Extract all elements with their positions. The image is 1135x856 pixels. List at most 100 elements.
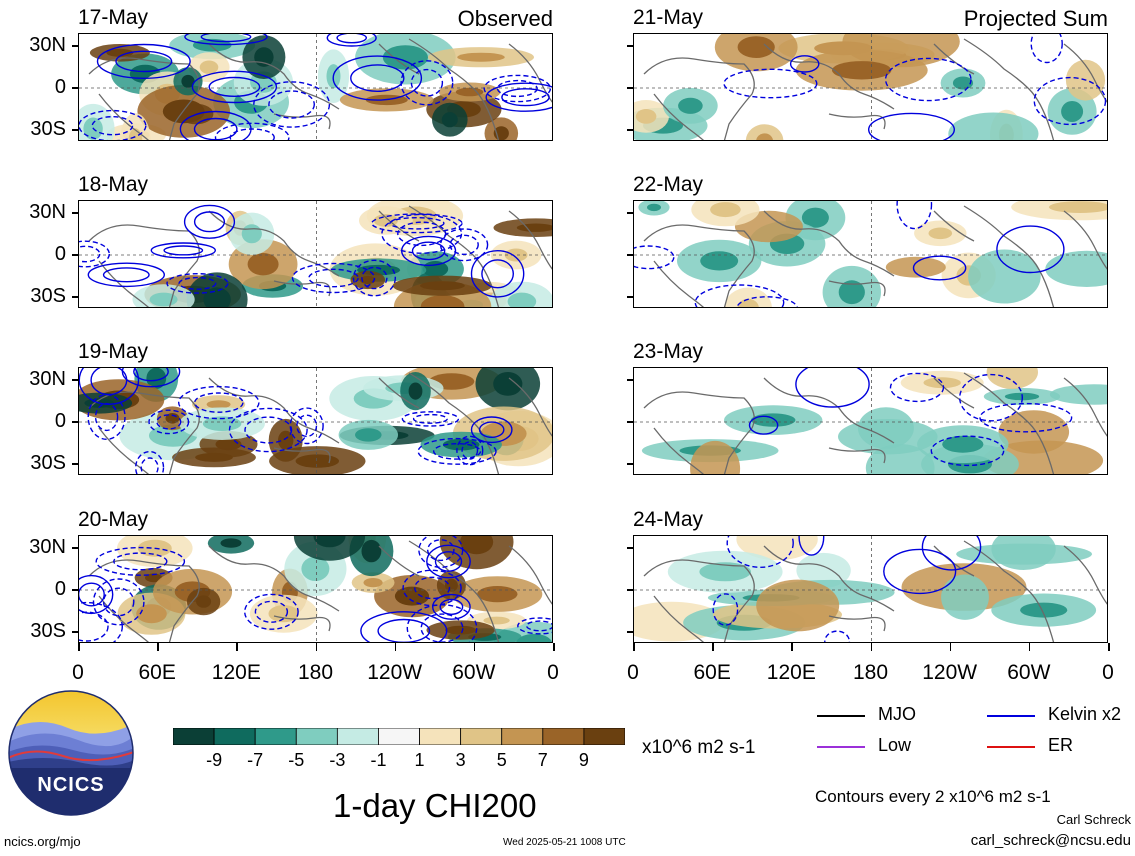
- latitude-tick: [627, 379, 633, 381]
- colorbar-swatch: [254, 727, 297, 746]
- longitude-tick: [1028, 643, 1031, 651]
- chi200-anomaly-map: [634, 368, 1107, 474]
- longitude-label: 120W: [922, 661, 978, 684]
- panel-date-label: 24-May: [633, 508, 704, 531]
- longitude-tick: [633, 643, 635, 651]
- longitude-label: 60W: [1007, 661, 1051, 684]
- latitude-tick: [627, 463, 633, 465]
- colorbar-swatch: [501, 727, 544, 746]
- colorbar-tick-label: 3: [455, 750, 466, 770]
- latitude-tick: [72, 254, 78, 256]
- legend-line: [987, 746, 1035, 748]
- longitude-label: 120W: [367, 661, 423, 684]
- map-panel: [633, 535, 1108, 643]
- map-panel: [633, 367, 1108, 475]
- ncics-logo: NCICS: [8, 690, 134, 816]
- latitude-tick: [72, 212, 78, 214]
- chi200-anomaly-map: [79, 34, 552, 140]
- colorbar-swatches: [172, 727, 626, 746]
- colorbar-ticks: -9 -7 -5 -3 -1 1 3 5 7 9: [173, 750, 625, 772]
- longitude-tick: [157, 643, 159, 651]
- latitude-label: 30S: [30, 620, 66, 642]
- colorbar-tick-label: -1: [370, 750, 387, 770]
- latitude-tick: [627, 87, 633, 89]
- latitude-tick: [627, 589, 633, 591]
- chi200-anomaly-map: [634, 34, 1107, 140]
- map-panel: [78, 535, 553, 643]
- timestamp: Wed 2025-05-21 1008 UTC: [503, 837, 626, 848]
- map-panel: [78, 367, 553, 475]
- legend-line: [817, 746, 865, 748]
- latitude-tick: [627, 212, 633, 214]
- latitude-tick: [72, 45, 78, 47]
- longitude-label: 0: [627, 661, 639, 684]
- map-panel: [78, 33, 553, 141]
- colorbar-swatch: [583, 727, 626, 746]
- longitude-tick: [236, 643, 238, 651]
- latitude-tick: [72, 631, 78, 633]
- latitude-tick: [72, 421, 78, 423]
- panel-date-label: 20-May: [78, 508, 149, 531]
- latitude-tick: [627, 45, 633, 47]
- legend-label: ER: [1048, 735, 1074, 755]
- latitude-tick: [627, 254, 633, 256]
- longitude-tick: [870, 643, 872, 651]
- logo-text: NCICS: [37, 774, 105, 796]
- colorbar-swatch: [213, 727, 256, 746]
- colorbar-swatch: [295, 727, 338, 746]
- column-header: Projected Sum: [963, 6, 1108, 31]
- latitude-label: 30N: [29, 536, 66, 558]
- longitude-tick: [791, 643, 793, 651]
- latitude-label: 0: [54, 410, 66, 432]
- longitude-tick: [1108, 643, 1110, 651]
- longitude-label: 180: [297, 661, 334, 684]
- latitude-tick: [72, 547, 78, 549]
- colorbar-swatch: [378, 727, 420, 746]
- longitude-label: 0: [547, 661, 559, 684]
- latitude-label: 0: [54, 76, 66, 98]
- latitude-label: 30S: [30, 118, 66, 140]
- colorbar-tick-label: 7: [537, 750, 548, 770]
- column-header: Observed: [457, 6, 553, 31]
- colorbar-tick-label: 9: [578, 750, 589, 770]
- email: carl_schreck@ncsu.edu: [970, 832, 1131, 849]
- longitude-label: 180: [852, 661, 889, 684]
- colorbar: [172, 727, 626, 746]
- latitude-tick: [627, 547, 633, 549]
- colorbar-swatch: [336, 727, 379, 746]
- latitude-tick: [627, 296, 633, 298]
- latitude-label: 0: [54, 578, 66, 600]
- chart-title: 1-day CHI200: [333, 787, 537, 824]
- colorbar-tick-label: 5: [496, 750, 507, 770]
- longitude-tick: [394, 643, 397, 651]
- colorbar-tick-label: -7: [247, 750, 264, 770]
- author: Carl Schreck: [1056, 812, 1131, 827]
- panel-date-label: 23-May: [633, 340, 704, 363]
- longitude-label: 120E: [766, 661, 816, 684]
- chi200-anomaly-map: [79, 201, 552, 307]
- latitude-label: 30S: [30, 285, 66, 307]
- colorbar-swatch: [460, 727, 503, 746]
- longitude-tick: [315, 643, 317, 651]
- longitude-tick: [78, 643, 80, 651]
- longitude-label: 60W: [452, 661, 496, 684]
- colorbar-swatch: [542, 727, 585, 746]
- colorbar-swatch: [419, 727, 462, 746]
- latitude-tick: [627, 421, 633, 423]
- contour-legend: MJO Kelvin x2 Low ER: [815, 703, 1135, 763]
- map-panel: [78, 200, 553, 308]
- legend-line: [987, 715, 1035, 717]
- legend-line: [817, 715, 865, 717]
- latitude-tick: [627, 129, 633, 131]
- colorbar-swatch: [172, 727, 215, 746]
- longitude-tick: [949, 643, 952, 651]
- site-link[interactable]: ncics.org/mjo: [4, 834, 81, 849]
- panel-date-label: 19-May: [78, 340, 149, 363]
- latitude-tick: [627, 631, 633, 633]
- colorbar-unit: x10^6 m2 s-1: [642, 737, 756, 758]
- latitude-label: 0: [54, 243, 66, 265]
- latitude-label: 30S: [30, 452, 66, 474]
- latitude-tick: [72, 129, 78, 131]
- legend-label: Low: [878, 735, 912, 755]
- longitude-label: 0: [72, 661, 84, 684]
